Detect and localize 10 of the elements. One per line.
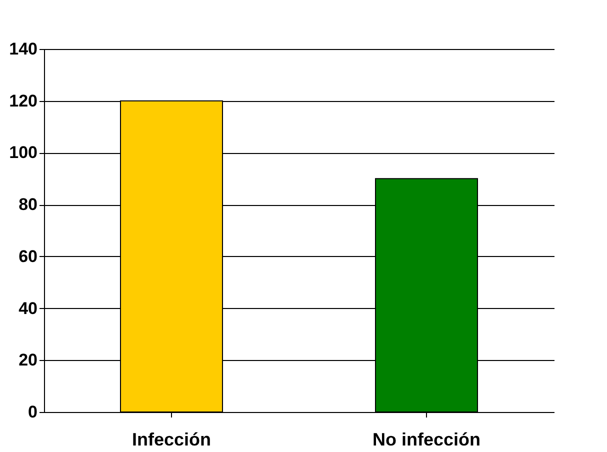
y-tick-label: 80 [18,195,38,214]
y-tick-label: 120 [9,91,38,110]
y-tick-label: 140 [9,40,38,58]
x-tick-label: No infección [372,430,481,450]
x-tick-label: Infección [132,430,212,450]
y-tick-label: 100 [9,143,38,162]
y-tick-label: 40 [18,298,38,318]
y-tick-label: 0 [28,402,38,422]
y-tick-label: 20 [18,350,38,370]
y-tick-label: 60 [18,246,38,266]
